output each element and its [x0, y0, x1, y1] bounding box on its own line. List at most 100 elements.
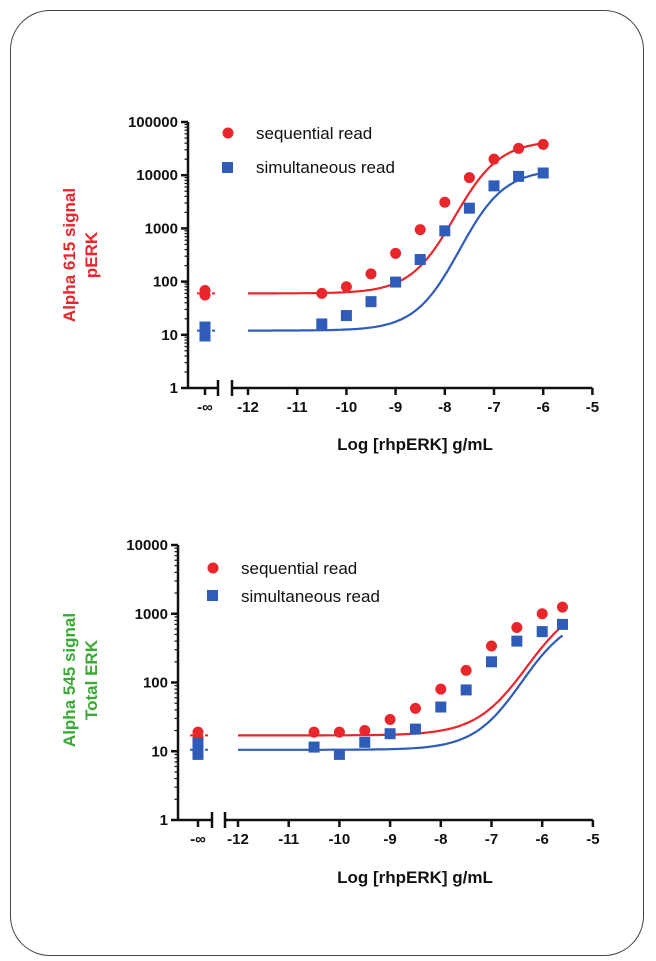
- chart-perk-point-sequential: [199, 289, 211, 301]
- chart-perk-point-sequential: [488, 153, 500, 165]
- chart-perk-point-sequential: [365, 268, 377, 280]
- chart-total-erk-y-tick-label: 100: [143, 675, 168, 692]
- chart-perk-point-simultaneous: [199, 321, 211, 333]
- chart-perk-y-tick-label: 10: [161, 327, 178, 344]
- chart-total-erk-point-sequential: [536, 608, 548, 620]
- chart-perk-y-tick-label: 100000: [128, 114, 178, 131]
- chart-total-erk-legend-marker-sequential: [207, 562, 219, 574]
- chart-total-erk-point-sequential: [486, 640, 497, 652]
- chart-perk-y-tick-label: 1: [170, 380, 178, 397]
- chart-perk-y-tick-label: 100: [153, 274, 178, 291]
- chart-perk-point-sequential: [537, 138, 549, 150]
- chart-perk-marks: 1 10 100 1000 10000 100000 -∞ -12 -11 -10 -9 -8 -7 -6…: [128, 114, 599, 416]
- chart-perk: Alpha 615 signal pERK Log [rhpERK] g/mL …: [60, 114, 599, 454]
- chart-total-erk-marks: 1 10 100 1000 10000 -∞ -12 -11 -10 -9 -8 -7 -6 -5: [126, 537, 599, 848]
- chart-perk-fit-curve-simultaneous: [248, 171, 544, 332]
- chart-perk-point-simultaneous: [537, 167, 549, 179]
- chart-total-erk-legend-marker-simultaneous: [207, 590, 218, 601]
- chart-perk-legend-simultaneous: simultaneous read: [256, 158, 395, 177]
- chart-total-erk-point-sequential: [460, 664, 472, 676]
- chart-perk-point-simultaneous: [513, 170, 525, 182]
- chart-perk-ylabel-line-1: Alpha 615 signal: [60, 188, 79, 322]
- chart-perk-x-tick-label: -7: [487, 399, 500, 416]
- chart-total-erk: Alpha 545 signal Total ERK Log [rhpERK] …: [60, 537, 600, 887]
- chart-total-erk-point-sequential: [409, 702, 421, 714]
- chart-perk-legend: sequential read simultaneous read: [222, 124, 395, 177]
- chart-total-erk-point-sequential: [384, 713, 396, 725]
- chart-total-erk-point-simultaneous: [192, 737, 204, 749]
- chart-perk-point-sequential: [414, 224, 426, 236]
- chart-perk-y-tick-label: 10000: [136, 167, 178, 184]
- chart-total-erk-fit-curve-sequential: [238, 624, 564, 737]
- chart-total-erk-point-simultaneous: [409, 723, 421, 735]
- chart-total-erk-x-tick-label: -11: [278, 831, 299, 848]
- chart-perk-y-tick-label: 1000: [145, 220, 178, 237]
- chart-total-erk-y-tick-label: 1: [160, 812, 168, 829]
- chart-total-erk-y-tick-label: 10: [151, 743, 168, 760]
- chart-perk-x-tick-label: -8: [438, 399, 451, 416]
- chart-total-erk-ylabel-line-2: Total ERK: [82, 639, 101, 720]
- chart-total-erk-point-simultaneous: [192, 748, 204, 760]
- chart-perk-point-simultaneous: [340, 310, 352, 322]
- chart-total-erk-point-simultaneous: [486, 656, 497, 668]
- chart-perk-x-tick-label: -12: [237, 399, 259, 416]
- chart-perk-point-simultaneous: [439, 225, 451, 237]
- chart-total-erk-point-simultaneous: [460, 684, 472, 696]
- chart-total-erk-point-sequential: [308, 726, 320, 738]
- chart-perk-point-simultaneous: [316, 318, 328, 330]
- chart-total-erk-point-simultaneous: [359, 736, 371, 748]
- chart-total-erk-xlabel: Log [rhpERK] g/mL: [337, 868, 493, 887]
- chart-total-erk-point-simultaneous: [511, 635, 523, 647]
- chart-perk-legend-sequential: sequential read: [256, 124, 372, 143]
- chart-total-erk-x-tick-label: -9: [383, 831, 396, 848]
- chart-perk-point-sequential: [390, 247, 402, 259]
- chart-total-erk-point-sequential: [435, 683, 447, 695]
- chart-total-erk-legend: sequential read simultaneous read: [207, 559, 380, 606]
- chart-perk-x-tick-label: -6: [537, 399, 550, 416]
- chart-perk-point-simultaneous: [390, 276, 402, 288]
- chart-total-erk-point-simultaneous: [435, 701, 447, 713]
- chart-perk-x-tick-label: -5: [586, 399, 599, 416]
- chart-perk-x-tick-label: -11: [287, 399, 308, 416]
- chart-total-erk-fit-curve-simultaneous: [238, 634, 564, 751]
- chart-total-erk-point-sequential: [556, 601, 568, 613]
- chart-total-erk-point-simultaneous: [308, 741, 320, 753]
- chart-total-erk-point-sequential: [359, 725, 371, 737]
- chart-perk-point-sequential: [316, 287, 328, 299]
- chart-perk-point-simultaneous: [199, 330, 211, 342]
- chart-total-erk-x-tick-label: -8: [434, 831, 447, 848]
- chart-perk-point-sequential: [439, 196, 451, 208]
- chart-perk-point-sequential: [513, 142, 525, 154]
- chart-total-erk-point-simultaneous: [384, 728, 396, 740]
- chart-perk-point-simultaneous: [414, 254, 426, 266]
- chart-total-erk-point-sequential: [511, 622, 523, 634]
- chart-total-erk-point-simultaneous: [333, 748, 345, 760]
- chart-perk-legend-marker-sequential: [222, 127, 234, 139]
- chart-perk-point-simultaneous: [463, 202, 475, 214]
- chart-total-erk-legend-sequential: sequential read: [241, 559, 357, 578]
- chart-total-erk-y-tick-label: 10000: [126, 537, 168, 554]
- chart-total-erk-y-tick-label: 1000: [135, 606, 168, 623]
- chart-total-erk-x-tick-label: -7: [485, 831, 498, 848]
- chart-perk-point-simultaneous: [365, 296, 377, 308]
- chart-perk-ylabel-line-2: pERK: [82, 231, 101, 278]
- chart-perk-x-tick-label-neg-infinity: -∞: [197, 399, 213, 416]
- chart-perk-point-simultaneous: [488, 180, 500, 192]
- chart-perk-legend-marker-simultaneous: [222, 162, 233, 173]
- chart-total-erk-point-sequential: [333, 726, 345, 738]
- chart-perk-point-sequential: [463, 172, 475, 184]
- chart-total-erk-x-tick-label: -5: [586, 831, 599, 848]
- chart-perk-xlabel: Log [rhpERK] g/mL: [337, 435, 493, 454]
- chart-total-erk-point-simultaneous: [536, 626, 548, 638]
- chart-perk-x-tick-label: -9: [389, 399, 402, 416]
- chart-total-erk-x-tick-label-neg-infinity: -∞: [190, 831, 206, 848]
- chart-total-erk-ylabel-line-1: Alpha 545 signal: [60, 613, 79, 747]
- chart-perk-x-tick-label: -10: [336, 399, 358, 416]
- panel-frame: [10, 10, 644, 956]
- chart-total-erk-legend-simultaneous: simultaneous read: [241, 587, 380, 606]
- chart-total-erk-x-tick-label: -10: [329, 831, 351, 848]
- chart-total-erk-x-tick-label: -12: [227, 831, 249, 848]
- chart-total-erk-x-tick-label: -6: [536, 831, 549, 848]
- chart-total-erk-point-simultaneous: [556, 618, 568, 630]
